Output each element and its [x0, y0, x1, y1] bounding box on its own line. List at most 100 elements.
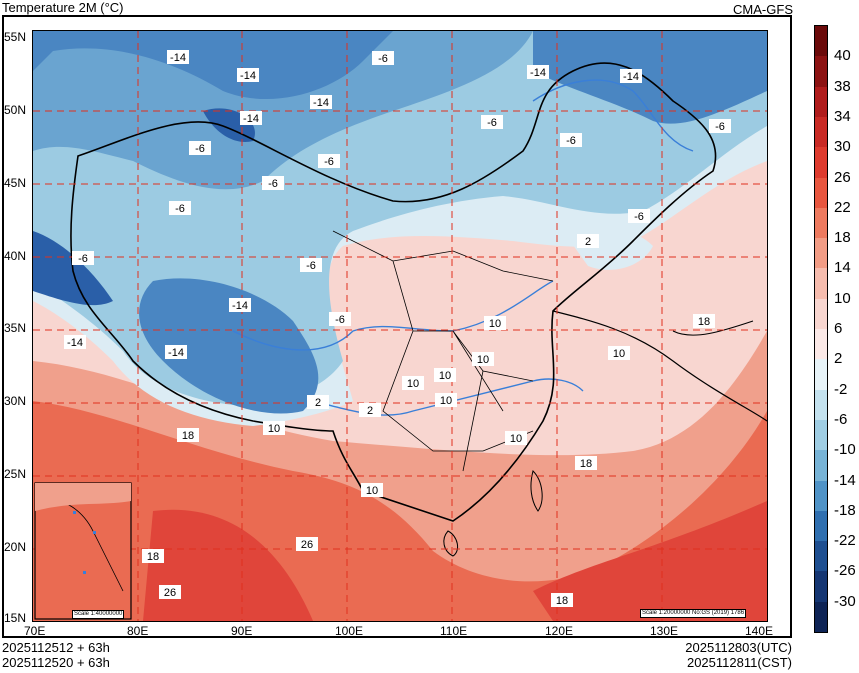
contour-label-box — [577, 234, 599, 248]
colorbar-label: 14 — [834, 259, 851, 277]
contour-label: -6 — [78, 253, 88, 265]
contour-label: 10 — [477, 354, 489, 366]
colorbar-segment — [815, 26, 827, 57]
contour-label: -14 — [530, 67, 546, 79]
contour-label: -6 — [335, 314, 345, 326]
contour-label: 2 — [367, 405, 373, 417]
contour-label: 18 — [698, 316, 710, 328]
contour-label: -6 — [378, 53, 388, 65]
contour-label-box — [72, 251, 94, 265]
contour-label-box — [189, 141, 211, 155]
colorbar-label: 38 — [834, 77, 851, 95]
contour-label-box — [300, 258, 322, 272]
colorbar-segment — [815, 207, 827, 239]
contour-label: 10 — [366, 485, 378, 497]
contour-label-box — [505, 431, 527, 445]
contour-label: 10 — [489, 318, 501, 330]
lat-label: 30N — [4, 394, 27, 408]
colorbar-segment — [815, 329, 827, 360]
colorbar-label: 18 — [834, 229, 851, 247]
contour-label-box — [262, 176, 284, 190]
colorbar-segment — [815, 601, 827, 633]
contour-label: 10 — [510, 433, 522, 445]
contour-label-box — [263, 421, 285, 435]
temperature-map: -14 -14 -14 -14 -14 -14 -14 -14 -14 -6 -6 -6 -6 -6 -6 -… — [32, 30, 768, 622]
contour-label: -14 — [313, 97, 329, 109]
colorbar-segment — [815, 510, 827, 542]
init-time-cst: 2025112520 + 63h — [2, 655, 110, 670]
contour-label-box — [361, 483, 383, 497]
contour-label: -6 — [634, 211, 644, 223]
valid-time-utc: 2025112803(UTC) — [685, 640, 792, 655]
valid-time-cst: 2025112811(CST) — [686, 655, 792, 670]
contour-label: -14 — [170, 52, 186, 64]
contour-label: -14 — [243, 113, 259, 125]
lon-label: 120E — [545, 624, 574, 638]
contour-label-box — [551, 593, 573, 607]
init-time-utc: 2025112512 + 63h — [2, 640, 110, 655]
colorbar-segment — [815, 389, 827, 421]
contour-label: -14 — [232, 300, 248, 312]
lat-label: 25N — [4, 467, 27, 481]
lat-label: 35N — [4, 321, 27, 335]
lon-label: 90E — [231, 624, 253, 638]
contour-label: -6 — [175, 203, 185, 215]
chart-title: Temperature 2M (°C) — [2, 0, 124, 15]
colorbar-segment — [815, 298, 827, 330]
contour-label-box — [310, 95, 332, 109]
contour-label: 18 — [556, 595, 568, 607]
contour-label-box — [608, 346, 630, 360]
colorbar — [814, 25, 828, 633]
contour-label-box — [560, 133, 582, 147]
lon-label: 110E — [440, 624, 468, 638]
colorbar-label: -18 — [834, 501, 856, 519]
lat-label: 15N — [4, 611, 27, 625]
contour-label-box — [169, 201, 191, 215]
contour-label: -14 — [67, 337, 83, 349]
contour-label-box — [240, 111, 262, 125]
contour-label-box — [165, 345, 187, 359]
lon-label: 70E — [24, 624, 46, 638]
colorbar-segment — [815, 86, 827, 118]
contour-label-box — [237, 68, 259, 82]
contour-label-box — [527, 65, 549, 79]
contour-label: 18 — [147, 551, 159, 563]
contour-label-box — [434, 368, 456, 382]
contour-label-box — [296, 537, 318, 551]
contour-label: -14 — [623, 71, 639, 83]
colorbar-label: 6 — [834, 320, 843, 337]
colorbar-label: -6 — [834, 410, 848, 428]
contour-label-box — [177, 428, 199, 442]
lat-label: 50N — [4, 103, 27, 117]
contour-label: 10 — [440, 395, 452, 407]
colorbar-segment — [815, 450, 827, 481]
contour-label-box — [329, 312, 351, 326]
contour-label-box — [64, 335, 86, 349]
contour-label: 2 — [315, 397, 321, 409]
colorbar-label: 2 — [834, 350, 843, 368]
main-scale-label: Scale 1:20000000 No:GS (2019) 1786 — [640, 609, 747, 618]
colorbar-label: 30 — [834, 138, 851, 156]
lat-label: 55N — [4, 30, 27, 44]
contour-label-box — [693, 314, 715, 328]
lon-label: 130E — [650, 624, 679, 638]
contour-label: 18 — [580, 458, 592, 470]
contour-label-box — [229, 298, 251, 312]
colorbar-label: -14 — [834, 471, 856, 489]
contour-label: 10 — [268, 423, 280, 435]
colorbar-label: -2 — [834, 380, 848, 398]
contour-label: -6 — [487, 117, 497, 129]
colorbar-label: 22 — [834, 198, 851, 216]
contour-label-box — [435, 393, 457, 407]
contour-label-box — [628, 209, 650, 223]
inset-scale-label: Scale 1:40000000 — [72, 610, 125, 619]
contour-label: -14 — [168, 347, 184, 359]
contour-label-box — [159, 585, 181, 599]
colorbar-label: -22 — [834, 532, 856, 550]
colorbar-label: 34 — [834, 107, 851, 125]
contour-label: 10 — [439, 370, 451, 382]
colorbar-segment — [815, 268, 827, 300]
contour-label-box — [402, 376, 424, 390]
colorbar-segment — [815, 359, 827, 391]
contour-label-box — [142, 549, 164, 563]
